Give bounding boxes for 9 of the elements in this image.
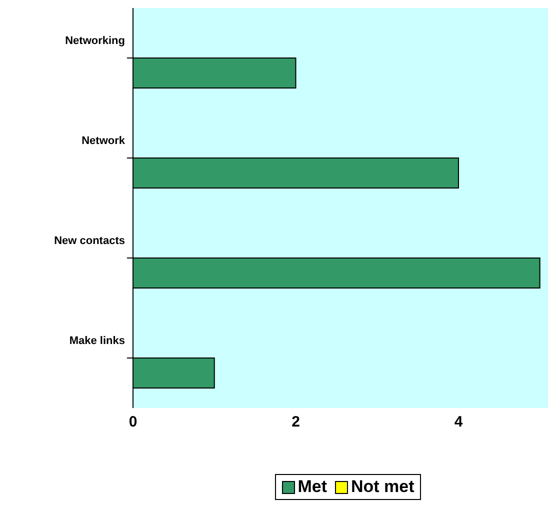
y-tick-label: Make links: [69, 334, 125, 347]
x-tick-label: 2: [292, 414, 300, 431]
y-tick-label: New contacts: [54, 234, 125, 247]
legend-label: Met: [296, 477, 327, 497]
x-tick-label: 4: [454, 414, 464, 431]
y-tick-label: Networking: [65, 34, 125, 47]
legend-label: Not met: [350, 477, 414, 497]
x-tick-label: 0: [128, 414, 138, 431]
y-tick-label: Network: [82, 134, 126, 147]
